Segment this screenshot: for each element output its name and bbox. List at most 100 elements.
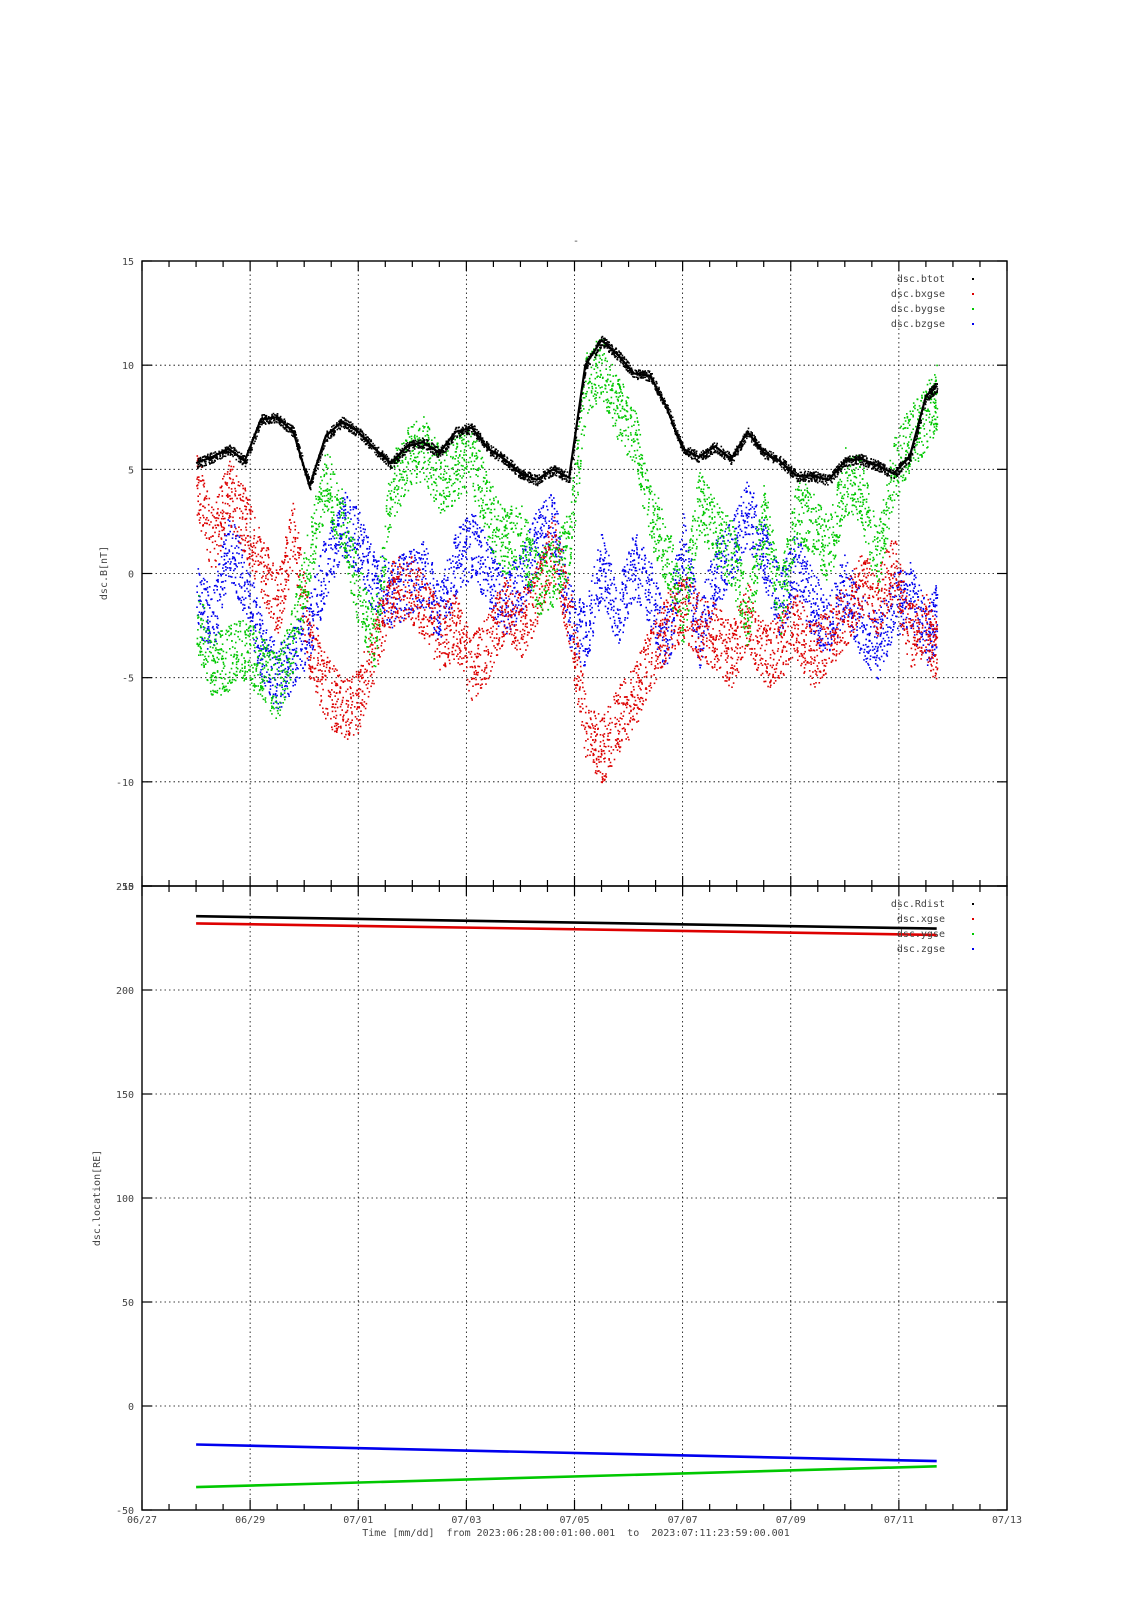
data-point-bzgse [886, 650, 889, 653]
data-point-bzgse [745, 515, 748, 517]
data-point-bzgse [933, 605, 935, 607]
data-point-bzgse [330, 538, 333, 540]
data-point-bzgse [779, 626, 781, 629]
data-point-bzgse [587, 652, 589, 655]
data-point-bzgse [280, 702, 282, 704]
data-point-bxgse [239, 534, 241, 537]
data-point-bzgse [462, 546, 465, 548]
data-point-bzgse [386, 586, 388, 588]
data-point-bxgse [358, 673, 361, 676]
data-point-bxgse [393, 596, 395, 599]
data-point-bzgse [852, 581, 855, 583]
data-point-bzgse [853, 638, 855, 640]
data-point-bzgse [651, 572, 654, 575]
data-point-bzgse [319, 616, 322, 618]
data-point-bzgse [450, 604, 452, 606]
data-point-bzgse [346, 551, 348, 554]
data-point-bzgse [410, 550, 413, 553]
data-point-bzgse [841, 576, 844, 578]
data-point-bzgse [479, 572, 481, 575]
data-point-bzgse [859, 649, 862, 651]
data-point-bzgse [805, 562, 808, 565]
data-point-bxgse [204, 496, 206, 499]
data-point-bzgse [783, 583, 786, 585]
data-point-bzgse [259, 647, 261, 650]
data-point-bzgse [745, 527, 748, 529]
data-point-bzgse [386, 598, 389, 600]
data-point-bxgse [292, 512, 294, 515]
data-point-bzgse [253, 650, 256, 652]
data-point-bzgse [559, 542, 561, 545]
data-point-bxgse [335, 730, 338, 732]
data-point-bzgse [797, 542, 800, 545]
data-point-bzgse [312, 612, 314, 615]
data-point-bzgse [682, 532, 684, 534]
data-point-bzgse [875, 659, 877, 661]
data-point-bzgse [300, 664, 302, 666]
data-point-bzgse [281, 686, 283, 688]
data-point-bzgse [879, 658, 881, 661]
data-point-bzgse [391, 603, 394, 605]
data-point-bzgse [594, 616, 596, 618]
data-point-bxgse [379, 630, 382, 633]
data-point-bzgse [682, 572, 684, 574]
data-point-bzgse [524, 549, 527, 552]
data-point-bzgse [294, 679, 297, 682]
data-point-bzgse [221, 587, 224, 590]
data-point-bzgse [605, 596, 608, 599]
data-point-bzgse [632, 566, 635, 568]
data-point-bzgse [602, 537, 604, 540]
data-point-bxgse [344, 680, 346, 682]
data-point-bzgse [693, 629, 696, 631]
data-point-bzgse [909, 607, 912, 610]
data-point-bzgse [925, 648, 928, 651]
data-point-bzgse [755, 528, 757, 530]
data-point-bzgse [739, 528, 742, 531]
data-point-bzgse [685, 559, 687, 561]
data-point-bzgse [664, 653, 666, 656]
data-point-bzgse [479, 584, 481, 586]
data-point-bzgse [433, 628, 436, 631]
data-point-bzgse [779, 603, 782, 605]
data-point-bxgse [248, 562, 251, 565]
data-point-bzgse [707, 628, 709, 631]
data-point-bzgse [556, 543, 559, 545]
data-point-bzgse [865, 638, 867, 641]
data-point-bxgse [242, 484, 244, 487]
data-point-bzgse [698, 625, 700, 628]
data-point-bzgse [274, 673, 277, 675]
data-point-bxgse [334, 695, 336, 697]
data-point-bxgse [347, 704, 350, 706]
data-point-bzgse [688, 578, 691, 580]
data-point-bzgse [257, 611, 260, 614]
data-point-bxgse [383, 604, 386, 606]
data-point-bzgse [766, 559, 768, 561]
data-point-bzgse [656, 642, 659, 644]
data-point-bzgse [600, 593, 603, 595]
data-point-bxgse [373, 682, 375, 685]
data-point-bzgse [858, 642, 861, 645]
data-point-bzgse [751, 496, 754, 498]
data-point-bzgse [749, 508, 752, 510]
data-point-bzgse [404, 607, 406, 609]
data-point-bzgse [515, 604, 517, 606]
data-point-bzgse [579, 598, 581, 600]
data-point-bxgse [366, 660, 368, 663]
data-point-bzgse [779, 619, 781, 622]
data-point-bzgse [331, 520, 334, 523]
data-point-bzgse [268, 692, 271, 695]
data-point-bzgse [230, 545, 233, 547]
data-point-bzgse [217, 624, 220, 627]
data-point-bxgse [235, 475, 238, 477]
data-point-bzgse [675, 558, 677, 560]
data-point-bzgse [755, 526, 758, 528]
data-point-bzgse [696, 631, 698, 633]
data-point-bzgse [521, 567, 523, 570]
data-point-bzgse [371, 579, 374, 582]
data-point-bxgse [196, 514, 199, 516]
data-point-bzgse [433, 587, 435, 589]
data-point-bzgse [475, 556, 478, 559]
data-point-bzgse [782, 627, 784, 630]
data-point-bzgse [221, 606, 223, 609]
data-point-bzgse [285, 655, 288, 657]
